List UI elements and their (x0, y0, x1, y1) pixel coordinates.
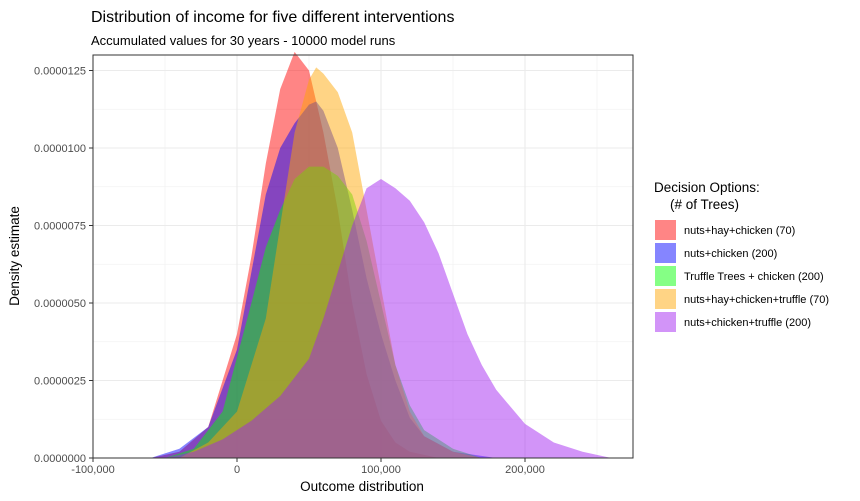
legend-swatch (655, 289, 676, 309)
y-tick-label: 0.0000100 (34, 143, 86, 155)
x-axis-title: Outcome distribution (300, 479, 424, 494)
density-areas (150, 51, 612, 459)
y-tick-label: 0.0000075 (34, 221, 86, 233)
y-tick-label: 0.0000025 (34, 376, 86, 388)
legend-swatch (655, 220, 676, 240)
y-tick-label: 0.0000050 (34, 298, 86, 310)
plot-panel (92, 54, 634, 459)
legend-label: nuts+hay+chicken (70) (684, 225, 795, 237)
legend-label: nuts+chicken (200) (684, 248, 777, 260)
x-axis-ticks: -100,000 0 100,000 200,000 (71, 458, 545, 476)
legend-label: nuts+chicken+truffle (200) (684, 317, 811, 329)
legend-label: nuts+hay+chicken+truffle (70) (684, 294, 829, 306)
density-area-series-1 (150, 51, 439, 459)
y-tick-label: 0.0000000 (34, 453, 86, 465)
chart-title: Distribution of income for five differen… (91, 9, 454, 26)
legend-swatch (655, 243, 676, 263)
density-area-series-4 (179, 67, 482, 459)
density-area-series-2 (150, 101, 497, 458)
legend-title-line1: Decision Options: (654, 180, 760, 195)
chart-subtitle: Accumulated values for 30 years - 10000 … (91, 33, 396, 48)
density-area-series-3 (165, 166, 482, 458)
legend-swatch (655, 266, 676, 286)
y-tick-label: 0.0000125 (34, 66, 86, 78)
legend-items: nuts+hay+chicken (70) nuts+chicken (200) T… (655, 220, 829, 332)
legend: Decision Options: (# of Trees) nuts+hay+… (654, 180, 829, 332)
x-tick-label: 0 (234, 464, 240, 476)
grid-minor-lines (93, 55, 633, 458)
plot-border (92, 54, 634, 459)
x-tick-label: -100,000 (71, 464, 114, 476)
density-area-series-5 (165, 179, 612, 458)
y-axis-ticks: 0.0000000 0.0000025 0.0000050 0.0000075 0.00… (34, 66, 93, 465)
x-tick-label: 200,000 (505, 464, 545, 476)
x-tick-label: 100,000 (361, 464, 401, 476)
legend-swatch (655, 312, 676, 332)
legend-label: Truffle Trees + chicken (200) (684, 271, 824, 283)
legend-title-line2: (# of Trees) (670, 197, 739, 212)
y-axis-title: Density estimate (7, 206, 22, 306)
